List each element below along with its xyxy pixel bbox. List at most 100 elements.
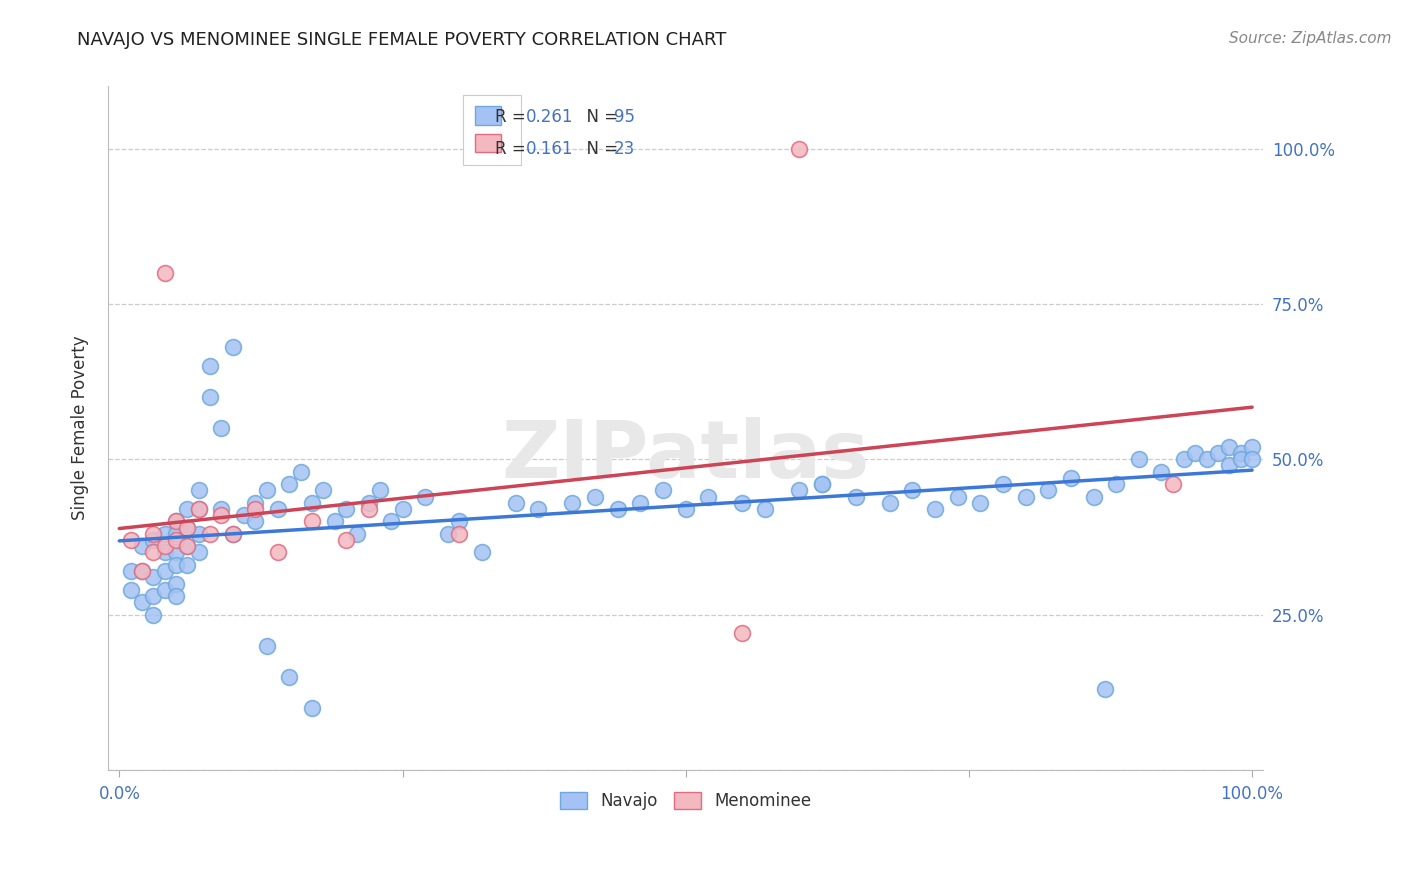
Point — [697, 490, 720, 504]
Point — [335, 502, 357, 516]
Text: R =: R = — [495, 108, 531, 126]
Y-axis label: Single Female Poverty: Single Female Poverty — [72, 336, 89, 521]
Point — [675, 502, 697, 516]
Point — [810, 477, 832, 491]
Point — [754, 502, 776, 516]
Point — [946, 490, 969, 504]
Point — [357, 502, 380, 516]
Point — [131, 539, 153, 553]
Point — [991, 477, 1014, 491]
Point — [267, 502, 290, 516]
Point — [209, 502, 232, 516]
Point — [245, 502, 267, 516]
Point — [131, 564, 153, 578]
Point — [731, 626, 754, 640]
Point — [346, 526, 368, 541]
Point — [1060, 471, 1083, 485]
Point — [165, 576, 187, 591]
Text: 23: 23 — [614, 140, 636, 158]
Point — [165, 533, 187, 547]
Point — [301, 515, 323, 529]
Point — [176, 520, 198, 534]
Point — [176, 558, 198, 572]
Point — [278, 477, 301, 491]
Text: ZIPatlas: ZIPatlas — [502, 417, 870, 494]
Point — [120, 564, 142, 578]
Point — [323, 515, 346, 529]
Point — [1195, 452, 1218, 467]
Point — [165, 558, 187, 572]
Point — [505, 496, 527, 510]
Point — [187, 526, 209, 541]
Point — [198, 390, 221, 404]
Text: 95: 95 — [614, 108, 636, 126]
Point — [142, 589, 165, 603]
Point — [131, 595, 153, 609]
Point — [437, 526, 460, 541]
Point — [153, 526, 176, 541]
Text: 0.261: 0.261 — [526, 108, 574, 126]
Point — [290, 465, 312, 479]
Point — [391, 502, 413, 516]
Point — [165, 589, 187, 603]
Point — [380, 515, 402, 529]
Point — [449, 526, 471, 541]
Point — [245, 515, 267, 529]
Point — [357, 496, 380, 510]
Point — [810, 477, 832, 491]
Point — [187, 502, 209, 516]
Point — [165, 515, 187, 529]
Point — [1083, 490, 1105, 504]
Point — [1218, 440, 1240, 454]
Point — [924, 502, 946, 516]
Legend: Navajo, Menominee: Navajo, Menominee — [547, 779, 825, 823]
Point — [278, 670, 301, 684]
Point — [165, 515, 187, 529]
Point — [335, 533, 357, 547]
Point — [153, 539, 176, 553]
Point — [176, 520, 198, 534]
Point — [413, 490, 436, 504]
Point — [1150, 465, 1173, 479]
Point — [153, 266, 176, 280]
Point — [176, 539, 198, 553]
Point — [221, 526, 243, 541]
Point — [1128, 452, 1150, 467]
Point — [221, 340, 243, 354]
Point — [187, 545, 209, 559]
Text: N =: N = — [576, 108, 623, 126]
Point — [256, 483, 278, 498]
Point — [120, 533, 142, 547]
Point — [209, 421, 232, 435]
Point — [187, 483, 209, 498]
Point — [165, 526, 187, 541]
Point — [256, 639, 278, 653]
Point — [1014, 490, 1036, 504]
Point — [731, 496, 754, 510]
Point — [368, 483, 391, 498]
Text: R =: R = — [495, 140, 531, 158]
Point — [1161, 477, 1184, 491]
Point — [606, 502, 628, 516]
Point — [245, 496, 267, 510]
Point — [131, 564, 153, 578]
Point — [1184, 446, 1206, 460]
Point — [1229, 446, 1251, 460]
Point — [120, 582, 142, 597]
Point — [787, 483, 810, 498]
Text: N =: N = — [576, 140, 623, 158]
Point — [449, 515, 471, 529]
Point — [176, 502, 198, 516]
Point — [153, 564, 176, 578]
Point — [221, 526, 243, 541]
Text: 0.161: 0.161 — [526, 140, 574, 158]
Point — [1206, 446, 1229, 460]
Point — [301, 496, 323, 510]
Point — [1105, 477, 1128, 491]
Point — [209, 508, 232, 523]
Point — [176, 539, 198, 553]
Point — [301, 701, 323, 715]
Point — [142, 533, 165, 547]
Point — [969, 496, 991, 510]
Point — [1173, 452, 1195, 467]
